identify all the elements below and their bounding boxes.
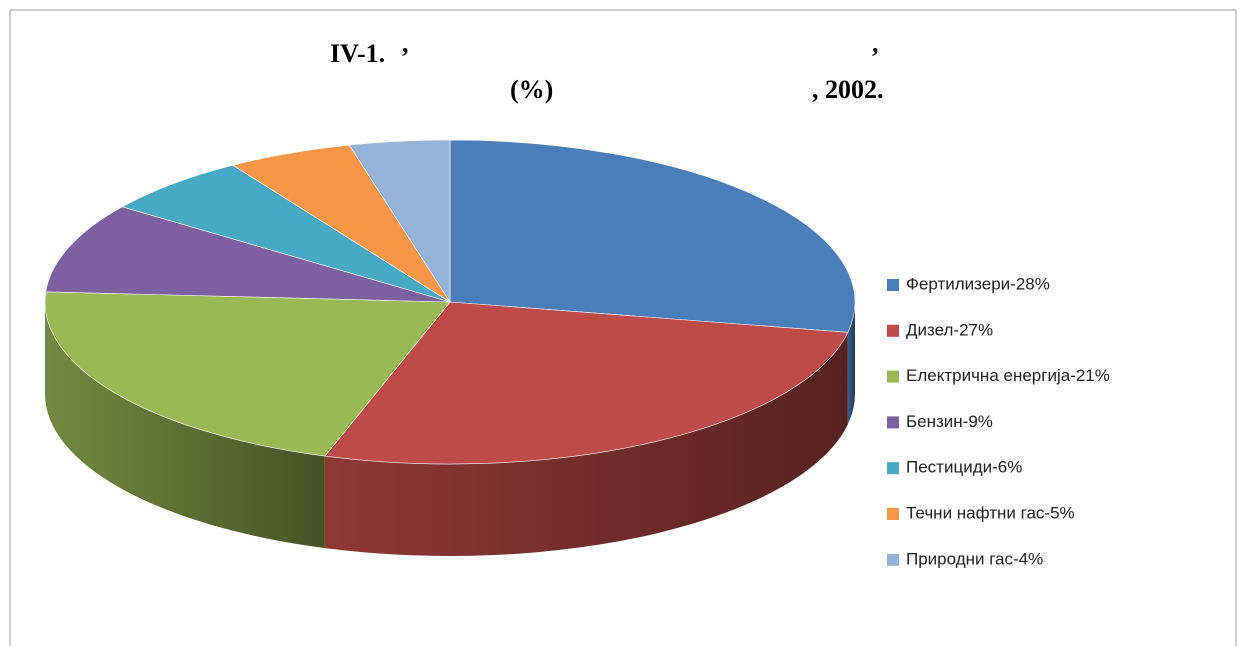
legend-swatch [887, 370, 899, 383]
legend-swatch [887, 508, 899, 520]
legend-label: Природни гас-4% [906, 549, 1043, 568]
legend-label: Пестициди-6% [906, 458, 1022, 477]
slice-side [324, 332, 848, 556]
title-part: IV-1. [330, 39, 385, 68]
legend-swatch [887, 553, 899, 566]
slice [44, 291, 451, 457]
title-part: , [872, 29, 879, 58]
legend-label: Течни нафтни гас-5% [906, 503, 1075, 522]
title-part: , 2002. [812, 75, 884, 104]
legend-swatch [887, 416, 899, 429]
legend-label: Бензин-9% [906, 412, 993, 431]
slice [45, 206, 451, 303]
slice [121, 164, 451, 303]
slice-side [847, 302, 855, 425]
legend-label: Електрична енергија-21% [906, 366, 1110, 385]
title-part: , [402, 29, 409, 58]
slice [449, 139, 856, 333]
slice [348, 139, 451, 304]
legend-swatch [887, 279, 899, 291]
legend-swatch [887, 324, 899, 337]
legend-label: Дизел-27% [906, 320, 993, 339]
slice [324, 301, 849, 465]
slice-side [45, 302, 325, 549]
frame [9, 9, 1237, 646]
legend-swatch [887, 462, 899, 475]
title-part: (%) [510, 75, 553, 104]
legend-label: Фертилизери-28% [906, 274, 1050, 293]
